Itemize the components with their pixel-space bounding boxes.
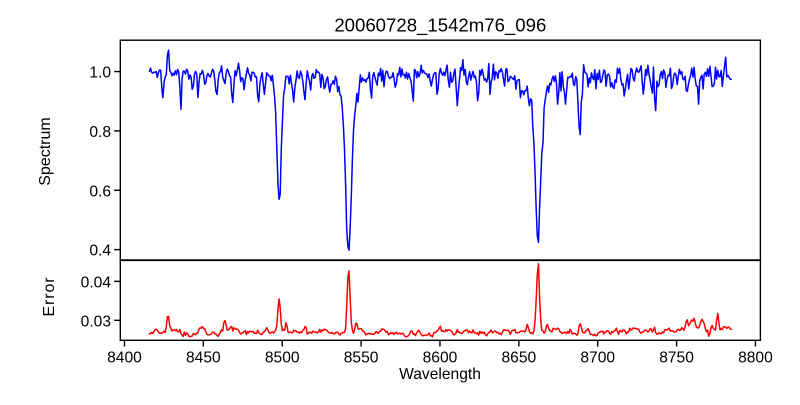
- svg-text:8800: 8800: [738, 349, 773, 366]
- svg-text:0.6: 0.6: [89, 183, 111, 200]
- svg-text:Error: Error: [41, 276, 58, 316]
- svg-text:Spectrum: Spectrum: [37, 117, 54, 185]
- svg-text:8500: 8500: [265, 349, 300, 366]
- svg-text:8400: 8400: [107, 349, 142, 366]
- svg-text:0.4: 0.4: [89, 243, 111, 260]
- svg-text:8750: 8750: [659, 349, 694, 366]
- svg-text:0.8: 0.8: [89, 124, 111, 141]
- svg-text:0.04: 0.04: [81, 274, 112, 291]
- svg-text:8700: 8700: [580, 349, 615, 366]
- svg-text:8550: 8550: [344, 349, 379, 366]
- svg-text:8450: 8450: [186, 349, 221, 366]
- svg-text:8650: 8650: [501, 349, 536, 366]
- svg-text:8600: 8600: [423, 349, 458, 366]
- svg-text:0.03: 0.03: [81, 313, 111, 330]
- svg-text:1.0: 1.0: [89, 65, 111, 82]
- svg-text:20060728_1542m76_096: 20060728_1542m76_096: [334, 15, 546, 37]
- svg-text:Wavelength: Wavelength: [399, 366, 481, 383]
